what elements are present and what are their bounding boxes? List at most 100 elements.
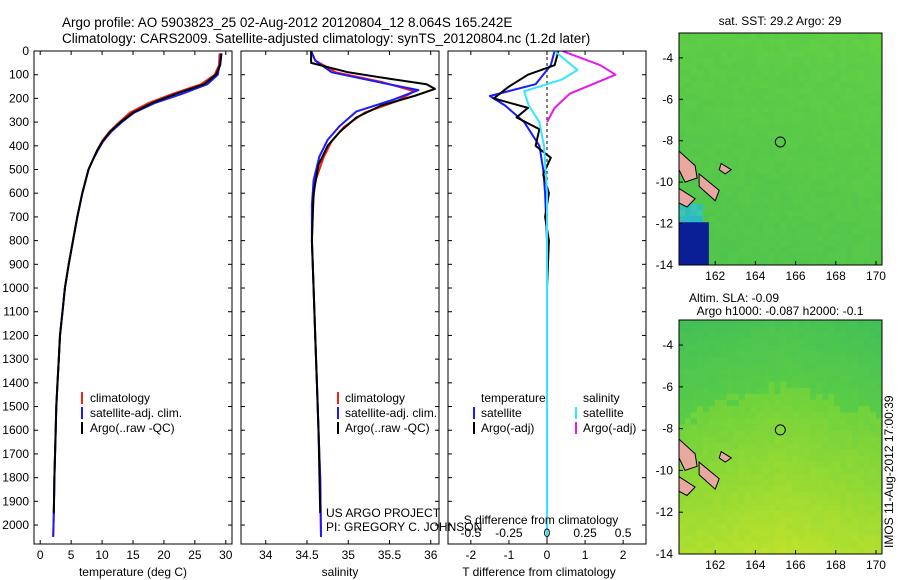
map-cell xyxy=(798,461,805,469)
map-cell xyxy=(726,179,734,187)
map-cell xyxy=(780,492,788,500)
map-cell xyxy=(852,529,859,537)
sla-map-field xyxy=(679,320,882,554)
map-cell xyxy=(714,529,722,537)
temperature-lines xyxy=(52,53,223,537)
map-cell xyxy=(708,326,716,333)
map-cell xyxy=(834,486,841,494)
map-cell xyxy=(720,449,728,457)
map-cell xyxy=(732,124,740,132)
map-cell xyxy=(744,430,752,438)
map-cell xyxy=(720,216,728,223)
map-cell xyxy=(684,437,692,444)
map-cell xyxy=(822,63,829,71)
map-cell xyxy=(810,332,817,340)
map-cell xyxy=(738,387,746,395)
map-cell xyxy=(834,387,841,395)
map-cell xyxy=(834,356,841,364)
map-cell xyxy=(702,375,710,383)
map-cell xyxy=(768,547,776,554)
map-cell xyxy=(792,369,800,377)
map-cell xyxy=(750,185,758,193)
map-y-tick-label: -8 xyxy=(662,134,673,148)
map-cell xyxy=(828,258,835,265)
map-cell xyxy=(756,51,764,59)
map-cell xyxy=(840,191,847,199)
map-cell xyxy=(702,100,710,107)
map-cell xyxy=(780,326,788,333)
map-cell xyxy=(792,363,800,370)
map-cell xyxy=(810,203,817,211)
map-cell xyxy=(738,136,746,144)
map-cell xyxy=(792,57,800,65)
map-cell xyxy=(744,94,752,101)
map-cell xyxy=(738,480,746,487)
map-cell xyxy=(792,100,800,107)
map-cell xyxy=(792,320,800,327)
map-cell xyxy=(876,369,882,377)
map-cell xyxy=(804,326,811,333)
map-cell xyxy=(822,149,829,156)
map-cell xyxy=(726,246,734,254)
map-cell xyxy=(810,320,817,327)
map-cell xyxy=(840,45,847,52)
map-cell xyxy=(708,167,716,175)
map-cell xyxy=(684,136,692,144)
map-cell xyxy=(762,529,770,537)
map-cell xyxy=(816,387,823,395)
map-cell xyxy=(726,480,734,487)
map-cell xyxy=(702,173,710,181)
map-cell xyxy=(792,332,800,340)
map-cell xyxy=(726,461,734,469)
figure-title-line1: Argo profile: AO 5903823_25 02-Aug-2012 … xyxy=(62,15,513,30)
map-cell xyxy=(744,234,752,242)
map-cell xyxy=(756,480,764,487)
map-cell xyxy=(774,155,782,162)
map-cell xyxy=(756,197,764,205)
map-cell xyxy=(846,149,853,156)
map-cell xyxy=(786,69,794,77)
map-cell xyxy=(780,547,788,554)
map-cell xyxy=(840,118,847,126)
map-cell xyxy=(864,437,871,444)
map-cell xyxy=(744,473,752,481)
map-cell xyxy=(744,412,752,420)
map-cell xyxy=(774,210,782,217)
map-cell xyxy=(768,400,776,407)
map-cell xyxy=(822,406,829,413)
map-cell xyxy=(738,430,746,438)
map-cell xyxy=(732,51,740,59)
map-cell xyxy=(810,149,817,156)
map-cell xyxy=(720,136,728,144)
map-cell xyxy=(738,210,746,217)
map-cell xyxy=(870,529,877,537)
map-cell xyxy=(798,57,805,65)
map-cell xyxy=(876,412,882,420)
map-cell xyxy=(858,234,865,242)
y-tick-label: 700 xyxy=(9,210,29,224)
map-cell xyxy=(679,393,686,401)
map-cell xyxy=(876,473,882,481)
map-cell xyxy=(816,320,823,327)
map-cell xyxy=(822,57,829,65)
map-cell xyxy=(798,216,805,223)
map-cell xyxy=(684,69,692,77)
map-cell xyxy=(726,197,734,205)
map-cell xyxy=(858,203,865,211)
map-cell xyxy=(768,492,776,500)
map-cell xyxy=(840,100,847,107)
map-cell xyxy=(828,443,835,450)
map-cell xyxy=(828,179,835,187)
map-cell xyxy=(750,39,758,46)
map-cell xyxy=(726,326,734,333)
map-cell xyxy=(798,39,805,46)
map-cell xyxy=(798,51,805,59)
map-cell xyxy=(750,387,758,395)
map-cell xyxy=(708,246,716,254)
map-cell xyxy=(846,216,853,223)
map-cell xyxy=(852,75,859,83)
map-cell xyxy=(804,185,811,193)
map-cell xyxy=(870,69,877,77)
map-cell xyxy=(750,461,758,469)
map-cell xyxy=(768,130,776,138)
